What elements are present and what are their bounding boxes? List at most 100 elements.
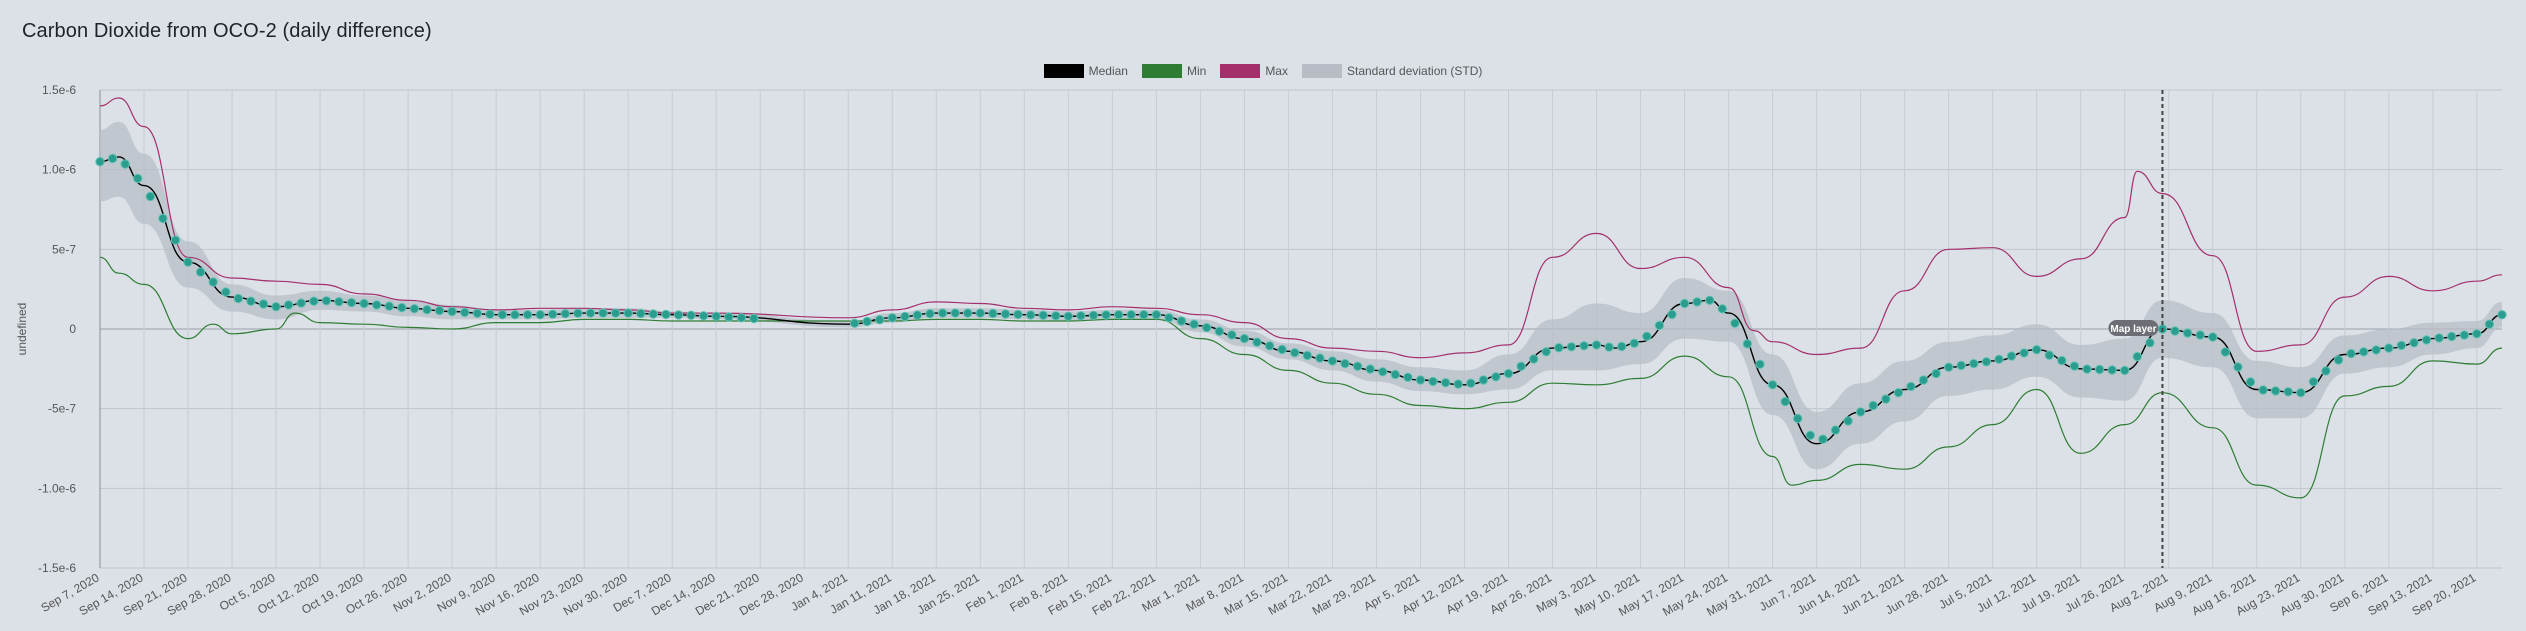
y-tick-label: -1.0e-6 — [38, 481, 76, 495]
y-tick-label: 0 — [69, 322, 76, 336]
mean-point — [2069, 361, 2080, 371]
mean-point — [384, 301, 394, 311]
mean-point — [1881, 394, 1891, 404]
mean-point — [2094, 364, 2105, 375]
mean-point — [724, 312, 734, 322]
mean-point — [648, 309, 658, 319]
mean-point — [2044, 350, 2055, 360]
mean-point — [1227, 330, 1237, 340]
mean-point — [296, 298, 306, 308]
mean-point — [1466, 378, 1476, 388]
mean-point — [170, 235, 181, 245]
mean-point — [548, 309, 558, 319]
mean-point — [975, 308, 985, 318]
mean-point — [1818, 434, 1828, 444]
mean-point — [2245, 377, 2256, 387]
mean-point — [434, 305, 445, 316]
legend-swatch-std — [1301, 64, 1342, 78]
mean-point — [422, 305, 432, 315]
mean-point — [346, 297, 357, 308]
mean-point — [1063, 311, 1074, 321]
mean-point — [1101, 310, 1111, 320]
mean-point — [573, 308, 583, 318]
mean-point — [1390, 369, 1401, 380]
mean-point — [95, 157, 105, 167]
mean-point — [623, 308, 633, 318]
mean-point — [698, 311, 709, 321]
mean-point — [1717, 304, 1728, 314]
mean-point — [2258, 385, 2268, 395]
mean-point — [258, 299, 269, 309]
mean-point — [1830, 425, 1841, 435]
mean-point — [1176, 316, 1187, 326]
mean-point — [1088, 310, 1099, 320]
mean-point — [309, 296, 319, 306]
mean-point — [208, 277, 218, 287]
mean-point — [673, 310, 684, 320]
legend-item-min[interactable]: Min — [1141, 64, 1206, 78]
mean-point — [510, 310, 520, 320]
mean-point — [1629, 338, 1640, 348]
mean-point — [1378, 367, 1388, 377]
mean-point — [636, 308, 646, 319]
mean-point — [1667, 309, 1677, 320]
mean-point — [1340, 358, 1350, 369]
legend-swatch-max — [1220, 64, 1261, 78]
mean-point — [1742, 339, 1753, 349]
mean-point — [1151, 310, 1162, 320]
mean-point — [2421, 335, 2432, 345]
mean-point — [2497, 310, 2507, 320]
mean-point — [233, 293, 244, 304]
mean-point — [409, 304, 420, 314]
mean-point — [145, 191, 156, 202]
mean-point — [1503, 368, 1514, 379]
mean-point — [2283, 387, 2293, 397]
mean-point — [1000, 309, 1011, 319]
mean-point — [1692, 297, 1702, 307]
mean-point — [1139, 310, 1149, 320]
mean-point — [900, 311, 910, 322]
mean-point — [1214, 326, 1225, 336]
legend-label-median: Median — [1088, 64, 1128, 78]
mean-point — [2182, 328, 2193, 338]
mean-point — [661, 309, 671, 320]
mean-point — [2082, 364, 2092, 374]
mean-point — [1642, 331, 1652, 341]
mean-point — [1365, 364, 1375, 374]
mean-point — [1591, 340, 1602, 350]
mean-point — [862, 316, 872, 327]
mean-point — [2409, 338, 2419, 348]
mean-point — [221, 287, 231, 297]
mean-point — [1541, 347, 1551, 357]
legend-item-median[interactable]: Median — [1043, 64, 1128, 78]
mean-point — [1705, 295, 1715, 305]
mean-point — [1906, 381, 1916, 392]
mean-point — [2484, 319, 2495, 329]
mean-point — [107, 153, 118, 164]
mean-point — [937, 308, 948, 318]
mean-point — [1730, 318, 1740, 328]
mean-point — [158, 213, 168, 224]
legend-item-std[interactable]: Standard deviation (STD) — [1301, 64, 1482, 78]
mean-point — [1944, 362, 1954, 372]
mean-point — [2220, 347, 2231, 357]
max-series-line — [99, 97, 2503, 359]
legend-item-max[interactable]: Max — [1220, 64, 1288, 78]
mean-point — [1843, 416, 1853, 426]
mean-point — [1164, 313, 1174, 323]
mean-point — [1981, 357, 1992, 367]
mean-point — [1126, 310, 1136, 320]
mean-point — [1931, 368, 1941, 379]
mean-point — [195, 267, 206, 277]
mean-point — [875, 315, 885, 325]
mean-point — [849, 318, 860, 328]
mean-point — [711, 311, 721, 321]
mean-point — [1793, 413, 1803, 424]
map-layer-badge: Map layer — [2108, 320, 2159, 336]
mean-point — [334, 297, 344, 307]
mean-point — [2371, 345, 2381, 355]
mean-point — [1202, 322, 1212, 333]
mean-point — [133, 173, 143, 184]
mean-point — [1956, 360, 1966, 371]
